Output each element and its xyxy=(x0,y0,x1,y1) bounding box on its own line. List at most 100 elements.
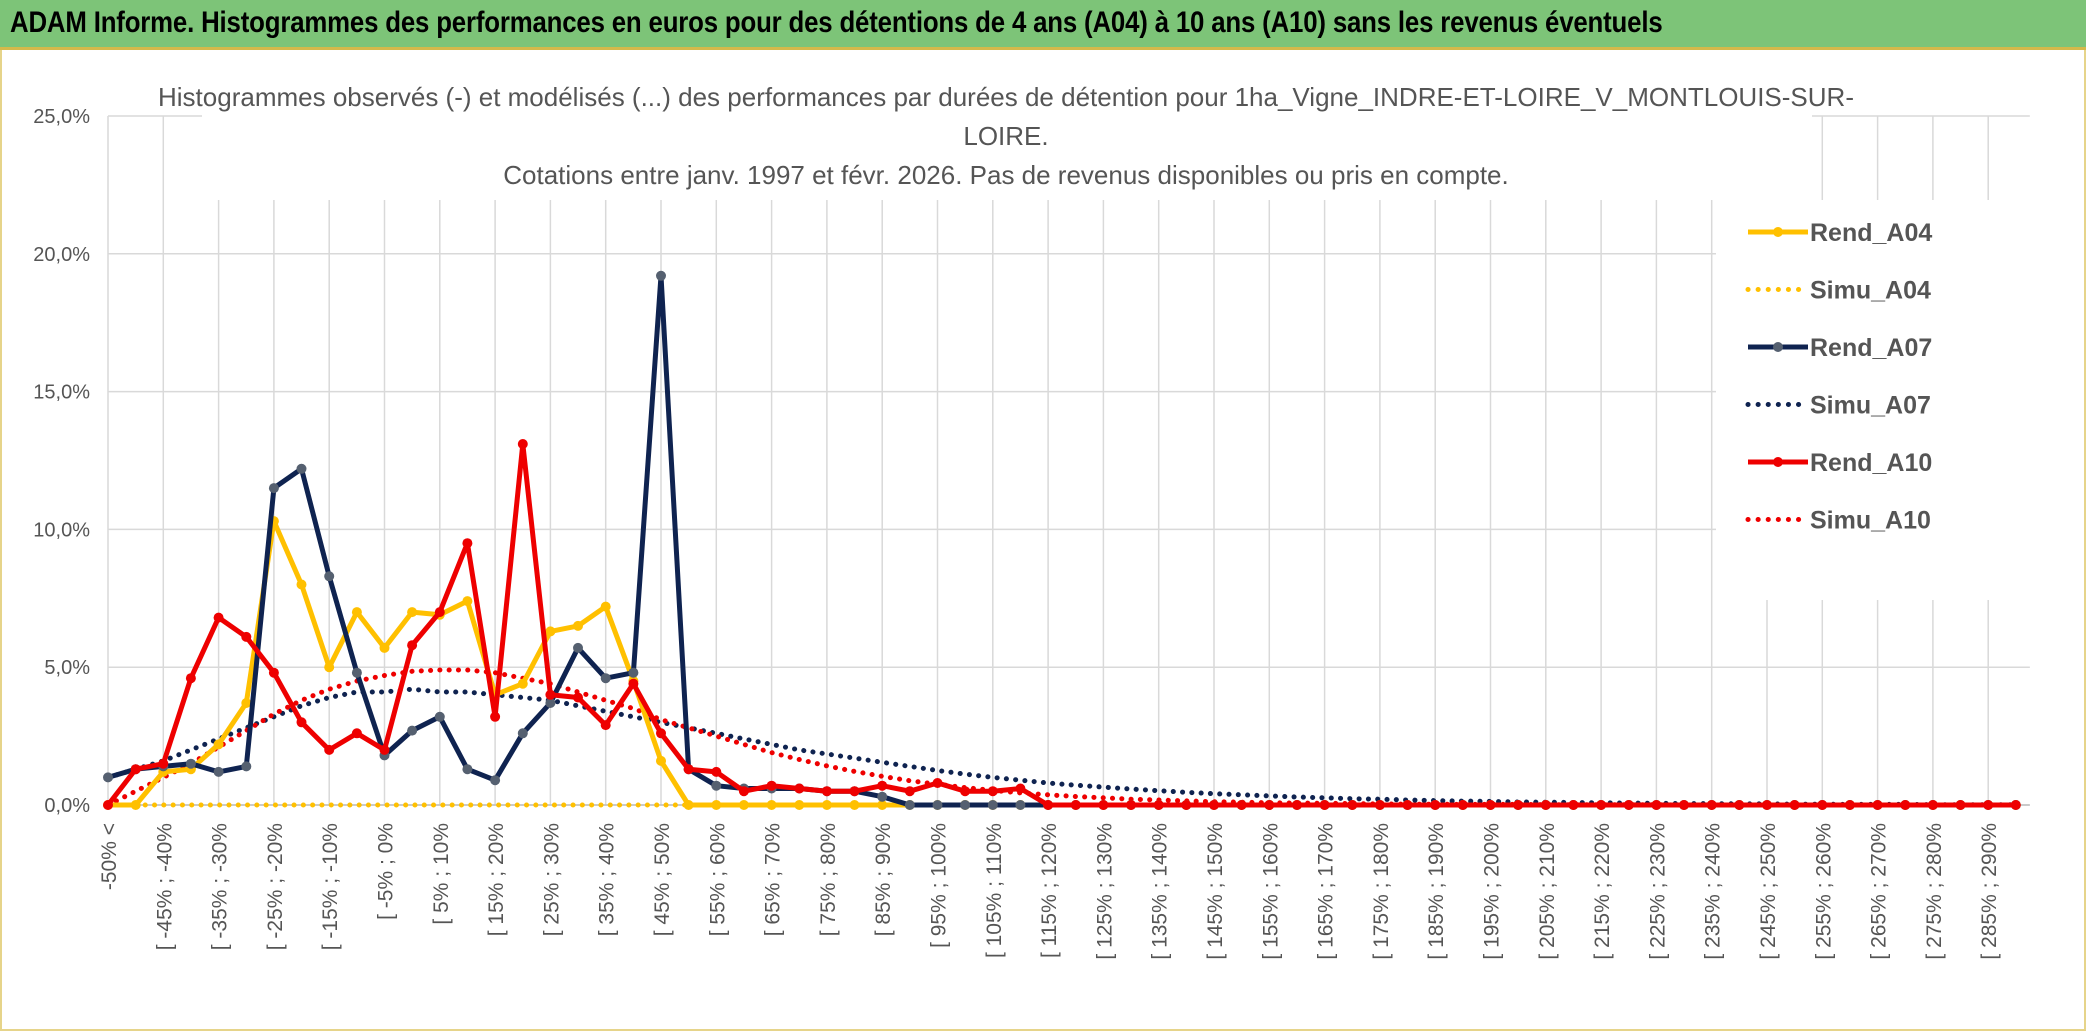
y-tick-label: 5,0% xyxy=(44,657,90,679)
data-point xyxy=(932,778,943,788)
data-point xyxy=(628,667,639,678)
data-point xyxy=(517,728,528,739)
legend-item-Rend_A04: Rend_A04 xyxy=(1748,219,1932,247)
data-point xyxy=(407,640,418,651)
data-point xyxy=(1485,800,1496,810)
data-point xyxy=(711,766,722,777)
data-point xyxy=(656,755,666,766)
x-tick-label: [ 15% ; 20% xyxy=(485,823,508,936)
y-tick-label: 25,0% xyxy=(33,106,90,128)
data-point xyxy=(1789,800,1800,810)
data-point xyxy=(490,775,501,786)
data-point xyxy=(241,631,252,642)
data-point xyxy=(656,728,666,739)
legend-item-Simu_A04: Simu_A04 xyxy=(1745,277,1931,305)
data-point xyxy=(904,800,915,810)
legend-label: Simu_A04 xyxy=(1810,277,1931,305)
data-point xyxy=(351,607,362,618)
x-tick-label: [ 205% ; 210% xyxy=(1536,823,1559,960)
x-tick-label: [ 135% ; 140% xyxy=(1149,823,1172,960)
data-point xyxy=(573,620,583,631)
x-tick-label: [ 175% ; 180% xyxy=(1370,823,1393,960)
x-tick-label: [ -5% ; 0% xyxy=(375,823,398,920)
x-tick-label: [ 145% ; 150% xyxy=(1204,823,1227,960)
data-point xyxy=(1568,800,1579,810)
series-line-Rend_A10 xyxy=(106,441,2016,808)
report-title: ADAM Informe. Histogrammes des performan… xyxy=(10,6,1663,39)
data-point xyxy=(821,800,832,810)
data-point xyxy=(241,761,252,772)
data-point xyxy=(324,662,335,673)
x-tick-label: [ 215% ; 220% xyxy=(1591,823,1614,960)
legend-background xyxy=(1716,200,2046,600)
chart-title-line: Cotations entre janv. 1997 et févr. 2026… xyxy=(503,160,1508,190)
data-point xyxy=(600,673,611,684)
data-point xyxy=(711,800,722,810)
data-point xyxy=(1319,800,1330,810)
data-point xyxy=(1596,800,1607,810)
x-tick-label: [ 85% ; 90% xyxy=(872,823,895,936)
data-point xyxy=(573,692,583,703)
data-point xyxy=(1513,800,1524,810)
data-point xyxy=(1070,800,1081,810)
x-tick-label: [ 185% ; 190% xyxy=(1425,823,1448,960)
x-axis-ticks: -50% < [ -45% ; -40% [ -35% ; -30% [ -25% ;… xyxy=(98,823,2001,960)
data-point xyxy=(103,800,113,810)
legend: Rend_A04 Simu_A04 Rend_A07 Simu_A07 Rend_A10… xyxy=(1745,219,1932,535)
data-point xyxy=(1236,800,1247,810)
report-banner: ADAM Informe. Histogrammes des performan… xyxy=(0,0,2086,50)
data-point xyxy=(877,780,888,791)
x-tick-label: [ 165% ; 170% xyxy=(1315,823,1338,960)
data-point xyxy=(628,678,639,689)
data-point xyxy=(517,678,528,689)
data-point xyxy=(407,607,418,618)
data-point xyxy=(1043,800,1054,810)
data-point xyxy=(213,739,224,750)
data-point xyxy=(1817,800,1828,810)
x-tick-label: [ -45% ; -40% xyxy=(153,823,176,950)
data-point xyxy=(1347,800,1358,810)
legend-label: Rend_A04 xyxy=(1810,219,1932,247)
data-point xyxy=(462,538,473,549)
data-point xyxy=(241,698,252,708)
data-point xyxy=(1540,800,1551,810)
x-tick-label: [ 5% ; 10% xyxy=(430,823,453,925)
data-point xyxy=(1706,800,1717,810)
data-point xyxy=(656,270,666,281)
data-point xyxy=(904,786,915,797)
data-point xyxy=(158,758,169,769)
data-point xyxy=(1209,800,1219,810)
data-point xyxy=(1264,800,1275,810)
data-point xyxy=(1762,800,1772,810)
data-point xyxy=(130,800,141,810)
data-point xyxy=(738,786,749,797)
x-tick-label: [ 105% ; 110% xyxy=(983,823,1006,958)
data-point xyxy=(1844,800,1855,810)
data-point xyxy=(987,800,998,810)
chart-title-background xyxy=(202,80,1812,200)
data-point xyxy=(434,607,445,618)
data-point xyxy=(1181,800,1192,810)
data-point xyxy=(130,764,141,775)
data-point xyxy=(1015,783,1026,794)
data-point xyxy=(932,800,943,810)
legend-marker xyxy=(1773,227,1783,237)
data-point xyxy=(462,764,473,775)
series-lines xyxy=(103,270,2021,810)
x-tick-label: [ 65% ; 70% xyxy=(762,823,785,936)
data-point xyxy=(1679,800,1689,810)
data-point xyxy=(462,596,473,607)
data-point xyxy=(1402,800,1413,810)
data-point xyxy=(738,800,749,810)
x-tick-label: [ 35% ; 40% xyxy=(596,823,619,936)
data-point xyxy=(600,601,611,612)
data-point xyxy=(1734,800,1745,810)
x-tick-label: [ 275% ; 280% xyxy=(1923,823,1946,960)
data-point xyxy=(379,642,390,653)
data-point xyxy=(877,800,888,810)
x-tick-label: [ 75% ; 80% xyxy=(817,823,840,936)
data-point xyxy=(213,612,224,623)
data-point xyxy=(324,571,335,582)
data-point xyxy=(960,786,971,797)
data-point xyxy=(545,689,556,700)
